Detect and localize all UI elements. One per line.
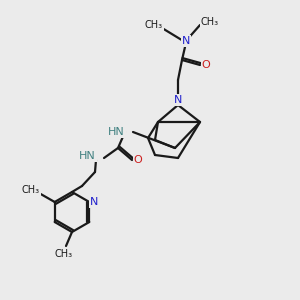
Text: N: N [90,197,98,207]
Text: N: N [174,95,182,105]
Text: O: O [202,60,210,70]
Text: HN: HN [79,151,96,161]
Text: N: N [182,36,190,46]
Text: CH₃: CH₃ [201,17,219,27]
Text: CH₃: CH₃ [145,20,163,30]
Text: CH₃: CH₃ [55,249,73,259]
Text: CH₃: CH₃ [22,185,40,195]
Text: HN: HN [108,127,125,137]
Text: O: O [134,155,142,165]
